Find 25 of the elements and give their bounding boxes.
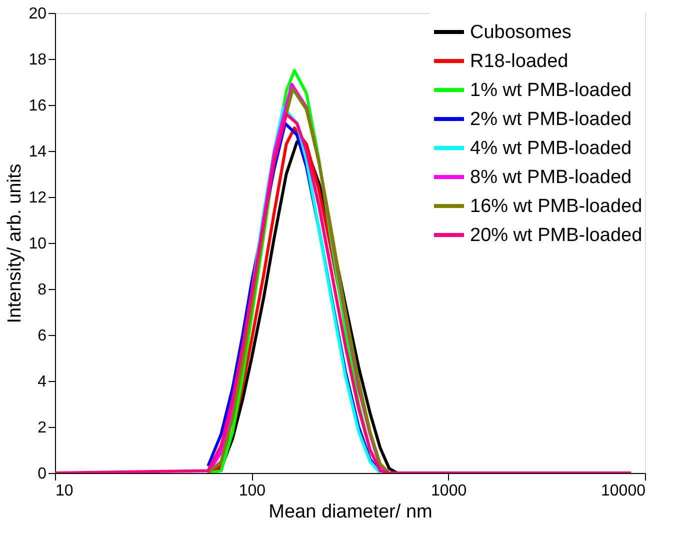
x-tick-label: 10 [56,482,74,500]
y-tick-label: 10 [28,236,47,252]
legend-label: 20% wt PMB-loaded [470,225,642,246]
x-axis-title: Mean diameter/ nm [268,502,432,522]
y-tick-label: 0 [38,466,47,482]
y-tick-label: 20 [28,6,47,22]
legend-label: 1% wt PMB-loaded [470,80,632,101]
y-tick-label: 16 [28,98,47,114]
x-tick-label: 1000 [431,482,467,500]
legend-label: 16% wt PMB-loaded [470,196,642,217]
legend-label: R18-loaded [470,51,568,72]
y-tick-label: 18 [28,52,47,68]
y-tick-label: 6 [38,328,47,344]
legend-label: 2% wt PMB-loaded [470,109,632,130]
legend-label: 8% wt PMB-loaded [470,167,632,188]
y-tick-label: 4 [38,374,47,390]
legend-label: 4% wt PMB-loaded [470,138,632,159]
y-tick-label: 2 [38,420,47,436]
y-tick-label: 14 [28,144,47,160]
y-axis-title: Intensity/ arb. units [4,164,26,324]
x-tick-label: 10000 [601,482,646,500]
legend-label: Cubosomes [470,22,572,43]
y-tick-label: 12 [28,190,47,206]
y-tick-label: 8 [38,282,47,298]
x-tick-label: 100 [238,482,266,500]
